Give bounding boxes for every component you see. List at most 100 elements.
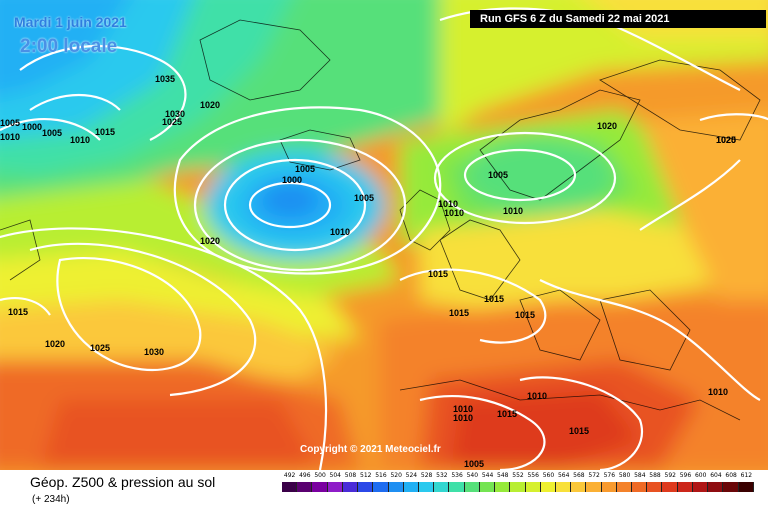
legend-swatch: [464, 482, 480, 492]
isobar-label: 1015: [515, 310, 535, 320]
legend-swatch: [388, 482, 404, 492]
legend-swatch: [373, 482, 389, 492]
legend-swatch: [708, 482, 724, 492]
forecast-lead-time: (+ 234h): [32, 494, 70, 505]
legend-value: 532: [436, 472, 448, 479]
legend-swatch: [525, 482, 541, 492]
model-run-label: Run GFS 6 Z du Samedi 22 mai 2021: [470, 10, 766, 28]
legend-value: 496: [299, 472, 311, 479]
isobar-label: 1005: [295, 164, 315, 174]
legend-swatch: [586, 482, 602, 492]
isobar-labels: 1035 1030 1025 1020 1010 1005 1000 1005 …: [0, 74, 736, 469]
legend-value: 536: [451, 472, 463, 479]
legend-scale-labels: 492 496 500 504 508 512 516 520 524 528 532 536 540 5…: [282, 472, 754, 482]
legend-value: 604: [710, 472, 722, 479]
legend-swatch: [434, 482, 450, 492]
legend-swatch: [555, 482, 572, 492]
legend-value: 596: [679, 472, 692, 479]
isobar-label: 1020: [200, 100, 220, 110]
isobar-label: 1020: [200, 236, 220, 246]
legend-panel: Géop. Z500 & pression au sol (+ 234h) 49…: [0, 470, 768, 512]
legend-value: 504: [329, 472, 341, 479]
isobar-label: 1035: [155, 74, 175, 84]
isobar-label: 1015: [449, 308, 469, 318]
forecast-time: 2:00 locale: [20, 36, 118, 57]
isobar-label: 1025: [162, 117, 182, 127]
legend-swatch: [616, 482, 633, 492]
legend-value: 552: [512, 472, 524, 479]
legend-swatch: [297, 482, 313, 492]
legend-swatch: [723, 482, 739, 492]
legend-value: 508: [344, 472, 357, 479]
isobar-label: 1005: [488, 170, 508, 180]
legend-value: 592: [664, 472, 676, 479]
isobar-label: 1020: [597, 121, 617, 131]
legend-swatch: [312, 482, 328, 492]
legend-swatch: [342, 482, 359, 492]
legend-value: 572: [588, 472, 600, 479]
coastlines: [0, 19, 761, 421]
isobars: [0, 7, 768, 470]
isobar-label: 1010: [438, 199, 458, 209]
isobar-label: 1010: [453, 413, 473, 423]
isobar-label: 1030: [165, 109, 185, 119]
legend-swatch: [662, 482, 678, 492]
isobar-label: 1010: [70, 135, 90, 145]
isobar-label: 1015: [8, 307, 28, 317]
legend-value: 512: [360, 472, 372, 479]
legend-value: 516: [375, 472, 387, 479]
legend-value: 524: [405, 472, 418, 479]
forecast-date: Mardi 1 juin 2021: [14, 14, 127, 30]
isobar-label: 1015: [428, 269, 448, 279]
isobar-label: 1010: [527, 391, 547, 401]
legend-value: 540: [466, 472, 479, 479]
isobar-label: 1010: [503, 206, 523, 216]
isobar-label: 1010: [444, 208, 464, 218]
legend-value: 588: [649, 472, 661, 479]
legend-value: 608: [725, 472, 737, 479]
isobar-label: 1005: [0, 118, 20, 128]
legend-value: 528: [420, 472, 433, 479]
legend-value: 520: [390, 472, 402, 479]
legend-swatch: [282, 482, 298, 492]
legend-swatch: [738, 482, 754, 492]
isobar-label: 1010: [0, 132, 20, 142]
legend-swatch: [495, 482, 511, 492]
geopotential-field: [0, 0, 768, 470]
pressure-map: 1035 1030 1025 1020 1010 1005 1000 1005 …: [0, 0, 768, 470]
legend-value: 580: [618, 472, 631, 479]
legend-color-bar: [282, 482, 754, 492]
legend-value: 564: [557, 472, 570, 479]
legend-value: 600: [694, 472, 707, 479]
legend-swatch: [418, 482, 435, 492]
isobar-label: 1015: [484, 294, 504, 304]
isobar-label: 1015: [569, 426, 589, 436]
isobar-label: 1005: [354, 193, 374, 203]
isobar-label: 1010: [453, 404, 473, 414]
isobar-label: 1015: [497, 409, 517, 419]
isobar-label: 1020: [716, 135, 736, 145]
isobar-label: 1020: [45, 339, 65, 349]
legend-value: 568: [573, 472, 585, 479]
legend-value: 584: [634, 472, 646, 479]
isobar-label: 1010: [330, 227, 350, 237]
legend-value: 576: [603, 472, 616, 479]
map-title: Géop. Z500 & pression au sol: [30, 474, 216, 490]
legend-value: 544: [481, 472, 494, 479]
legend-value: 612: [740, 472, 753, 479]
isobar-label: 1000: [22, 122, 42, 132]
legend-value: 556: [527, 472, 539, 479]
legend-value: 548: [497, 472, 509, 479]
legend-swatch: [358, 482, 374, 492]
isobar-label: 1025: [716, 135, 736, 145]
isobar-label: 1005: [464, 459, 484, 469]
legend-swatch: [647, 482, 663, 492]
legend-swatch: [677, 482, 693, 492]
isobar-label: 1030: [144, 347, 164, 357]
isobar-label: 1025: [90, 343, 110, 353]
legend-swatch: [449, 482, 465, 492]
legend-swatch: [601, 482, 617, 492]
legend-swatch: [571, 482, 587, 492]
legend-swatch: [510, 482, 526, 492]
